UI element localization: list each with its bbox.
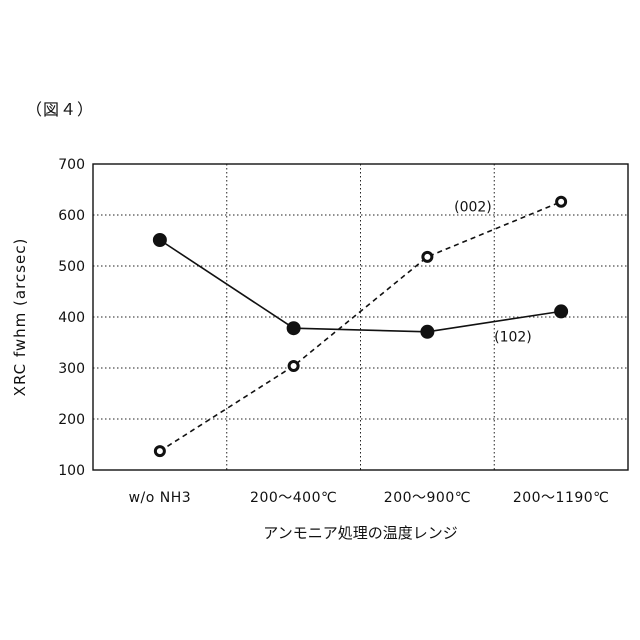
- data-point: [289, 361, 298, 370]
- data-point: [557, 197, 566, 206]
- x-tick-label: 200～900℃: [384, 490, 471, 506]
- y-tick-label: 100: [58, 463, 85, 479]
- x-axis-label: アンモニア処理の温度レンジ: [263, 524, 457, 542]
- series-line: [160, 240, 561, 332]
- y-tick-label: 500: [58, 259, 85, 275]
- y-tick-label: 300: [58, 361, 85, 377]
- series-label: (002): [454, 200, 492, 216]
- y-axis-label: XRC fwhm (arcsec): [11, 238, 29, 397]
- y-tick-label: 600: [58, 208, 85, 224]
- x-tick-labels: w/o NH3 200～400℃ 200～900℃ 200～1190℃: [129, 490, 610, 506]
- x-tick-label: w/o NH3: [129, 490, 192, 506]
- y-tick-label: 200: [58, 412, 85, 428]
- grid-lines: [93, 164, 628, 470]
- data-point: [423, 252, 432, 261]
- data-point: [153, 233, 166, 246]
- y-tick-label: 700: [58, 157, 85, 173]
- y-tick-label: 400: [58, 310, 85, 326]
- x-tick-label: 200～400℃: [250, 490, 337, 506]
- series-label: (102): [494, 329, 532, 345]
- series-annotations: (002) (102): [454, 200, 532, 346]
- series-lines: [160, 202, 561, 451]
- data-point: [555, 305, 568, 318]
- data-point: [421, 325, 434, 338]
- y-tick-labels: 100 200 300 400 500 600 700: [58, 157, 85, 479]
- data-point: [155, 447, 164, 456]
- series-line: [160, 202, 561, 451]
- x-tick-label: 200～1190℃: [513, 490, 610, 506]
- data-point: [287, 322, 300, 335]
